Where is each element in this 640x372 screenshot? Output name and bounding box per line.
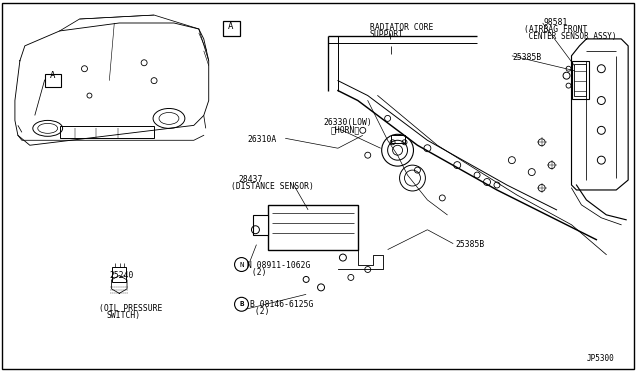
Text: SWITCH): SWITCH): [106, 311, 140, 320]
Text: (OIL PRESSURE: (OIL PRESSURE: [99, 304, 163, 313]
Text: (2): (2): [248, 267, 267, 276]
Bar: [60, 126, 154, 138]
Text: 28437: 28437: [239, 175, 263, 184]
Bar: [575, 64, 586, 96]
Bar: [223, 21, 239, 36]
Text: A: A: [228, 22, 233, 31]
Text: A: A: [50, 71, 56, 80]
Bar: [390, 135, 404, 143]
Text: SUPPORT: SUPPORT: [370, 30, 404, 39]
Text: CENTER SENSOR ASSY): CENTER SENSOR ASSY): [524, 32, 616, 41]
Bar: [45, 74, 61, 87]
Bar: [268, 205, 358, 250]
Circle shape: [235, 257, 248, 272]
Text: (DISTANCE SENSOR): (DISTANCE SENSOR): [230, 182, 314, 191]
Bar: [112, 266, 126, 282]
Bar: [253, 215, 268, 235]
Text: 26310A: 26310A: [248, 135, 276, 144]
Circle shape: [235, 297, 248, 311]
Text: RADIATOR CORE: RADIATOR CORE: [370, 23, 433, 32]
Text: N 08911-1062G: N 08911-1062G: [248, 260, 311, 270]
Text: B 08146-6125G: B 08146-6125G: [250, 300, 314, 309]
Text: （HORN）: （HORN）: [331, 125, 360, 134]
Text: 25385B: 25385B: [513, 53, 542, 62]
Text: (2): (2): [250, 307, 270, 316]
Text: 25240: 25240: [109, 272, 134, 280]
Text: JP5300: JP5300: [586, 354, 614, 363]
Text: N: N: [239, 262, 244, 267]
Text: 26330(LOW): 26330(LOW): [323, 118, 372, 128]
Text: B: B: [239, 301, 244, 307]
Text: (AIRBAG FRONT: (AIRBAG FRONT: [524, 25, 587, 34]
Text: 25385B: 25385B: [455, 240, 484, 248]
Bar: [572, 61, 589, 99]
Text: 98581: 98581: [543, 18, 568, 27]
